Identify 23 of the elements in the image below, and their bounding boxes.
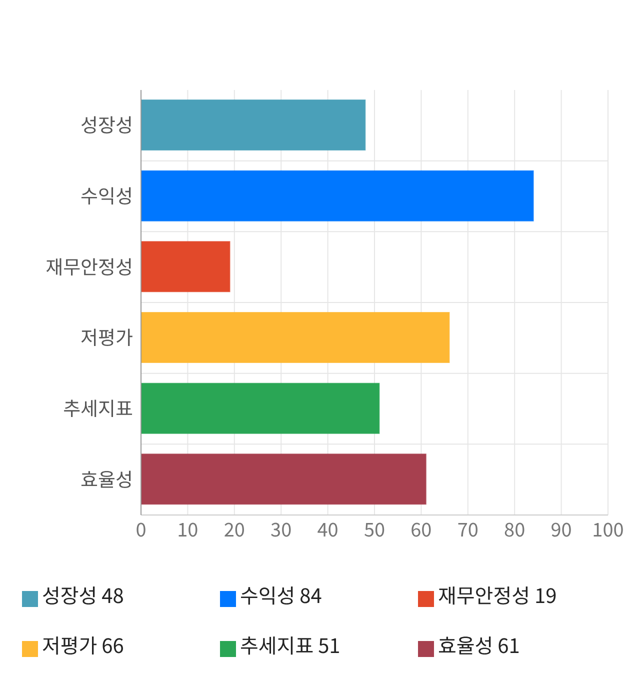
y-tick-label: 추세지표 bbox=[63, 394, 133, 422]
legend-label: 효율성 61 bbox=[438, 630, 521, 659]
y-tick-label: 재무안정성 bbox=[46, 252, 133, 280]
x-tick-label: 20 bbox=[224, 515, 245, 542]
x-tick-label: 30 bbox=[270, 515, 292, 542]
legend-label: 재무안정성 19 bbox=[438, 580, 558, 609]
y-tick-label: 수익성 bbox=[80, 182, 133, 209]
legend-label: 수익성 84 bbox=[240, 580, 323, 609]
x-tick-label: 0 bbox=[136, 515, 146, 542]
x-tick-label: 40 bbox=[317, 515, 338, 542]
y-tick-label: 저평가 bbox=[80, 324, 133, 351]
x-tick-label: 50 bbox=[364, 515, 386, 542]
legend-label: 성장성 48 bbox=[42, 580, 125, 609]
x-tick-label: 70 bbox=[457, 515, 478, 542]
legend-label: 저평가 66 bbox=[42, 630, 125, 659]
x-tick-label: 60 bbox=[410, 515, 432, 542]
x-tick-label: 80 bbox=[504, 515, 526, 542]
x-tick-label: 10 bbox=[177, 515, 198, 542]
x-tick-label: 90 bbox=[550, 515, 572, 542]
y-tick-label: 성장성 bbox=[80, 111, 133, 138]
legend-label: 추세지표 51 bbox=[240, 630, 342, 659]
y-tick-label: 효율성 bbox=[80, 465, 133, 492]
x-tick-label: 100 bbox=[592, 515, 624, 542]
